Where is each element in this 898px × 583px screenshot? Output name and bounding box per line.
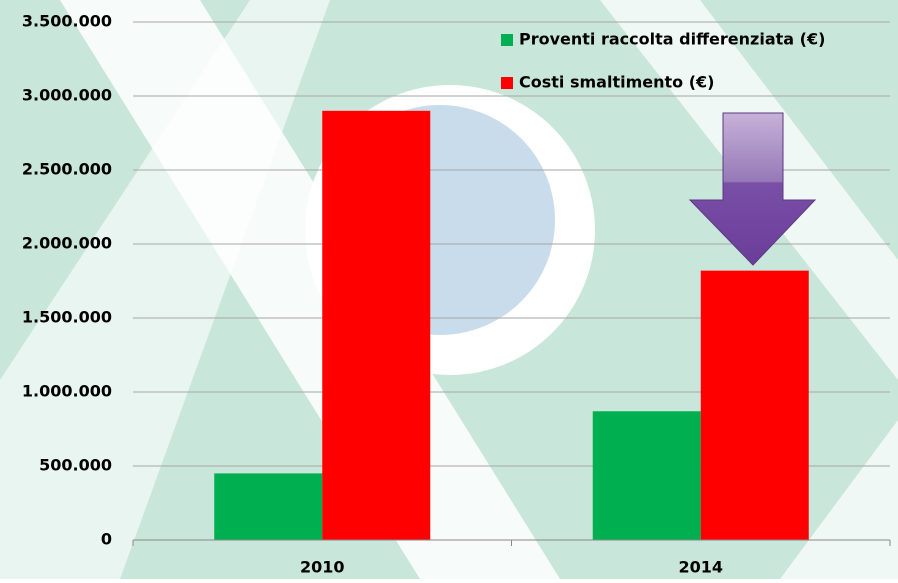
chart: 0 500.000 1.000.000 1.500.000 2.000.000 2.500…	[0, 0, 898, 579]
y-tick-label: 2.500.000	[22, 160, 112, 179]
page: 0 500.000 1.000.000 1.500.000 2.000.000 2.500…	[0, 0, 898, 579]
bar	[701, 271, 809, 540]
y-tick-label: 3.500.000	[22, 12, 112, 31]
y-tick-label: 0	[101, 530, 112, 549]
y-tick-label: 1.500.000	[22, 308, 112, 327]
bar	[593, 411, 701, 540]
y-tick-label: 3.000.000	[22, 86, 112, 105]
bar	[322, 111, 430, 540]
legend-label: Costi smaltimento (€)	[519, 73, 714, 92]
x-tick-label: 2010	[300, 558, 345, 577]
bar	[214, 473, 322, 540]
legend-swatch	[501, 77, 513, 89]
y-tick-label: 2.000.000	[22, 234, 112, 253]
x-tick-label: 2014	[678, 558, 723, 577]
y-tick-label: 1.000.000	[22, 382, 112, 401]
y-tick-label: 500.000	[39, 456, 112, 475]
legend-swatch	[501, 34, 513, 46]
legend-label: Proventi raccolta differenziata (€)	[519, 30, 825, 49]
